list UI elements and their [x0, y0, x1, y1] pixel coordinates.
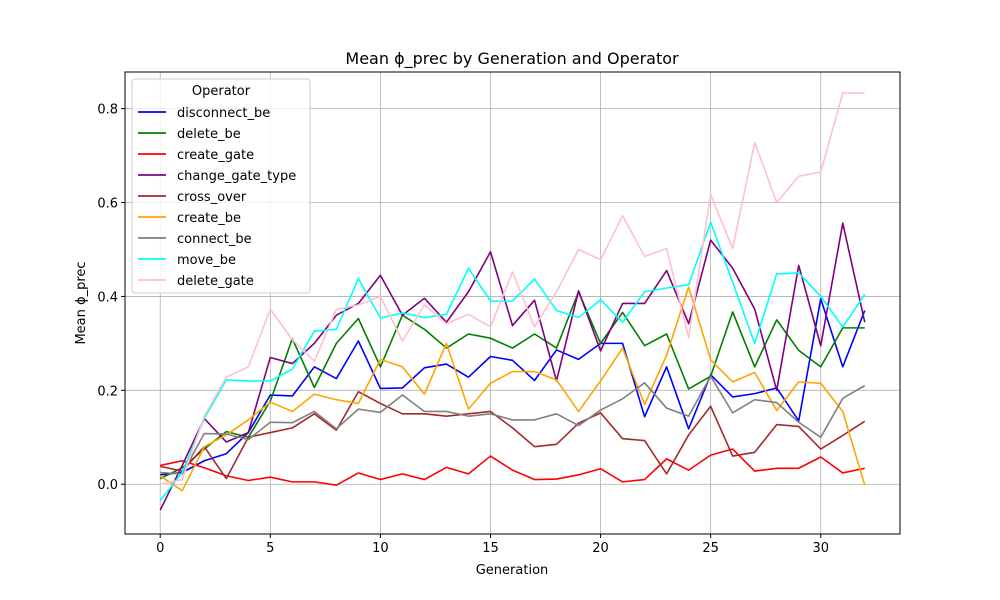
- x-axis-label: Generation: [476, 563, 549, 578]
- y-tick-label: 0.8: [97, 103, 118, 118]
- series-line-change-gate-type: [159, 222, 866, 511]
- y-tick-label: 0.0: [97, 478, 118, 493]
- y-axis: 0.0 0.2 0.4 0.6 0.8: [97, 103, 125, 493]
- plot-frame: [124, 71, 901, 535]
- series-line-create-gate: [160, 448, 865, 486]
- legend-items: disconnect_be delete_be create_gate change_…: [138, 106, 296, 289]
- x-tick-label: 0: [156, 541, 164, 556]
- x-tick-label: 5: [266, 541, 274, 556]
- y-tick-label: 0.4: [97, 290, 118, 305]
- legend: Operator disconnect_be delete_be create_ga…: [131, 78, 311, 294]
- legend-label-create-gate: create_gate: [177, 148, 254, 163]
- series-line-cross-over: [160, 390, 866, 480]
- x-tick-label: 20: [592, 541, 609, 556]
- grid: [125, 72, 900, 534]
- legend-label-disconnect-be: disconnect_be: [177, 106, 270, 121]
- legend-label-move-be: move_be: [177, 253, 236, 268]
- series-layer: [159, 92, 866, 511]
- x-tick-label: 10: [372, 541, 389, 556]
- y-tick-label: 0.2: [97, 384, 118, 399]
- series-line-move-be: [159, 221, 866, 502]
- legend-label-delete-be: delete_be: [177, 127, 241, 142]
- x-tick-label: 25: [702, 541, 719, 556]
- series-line-delete-gate: [160, 92, 865, 486]
- y-axis-label: Mean ϕ_prec: [74, 261, 89, 344]
- legend-title: Operator: [192, 84, 251, 99]
- x-tick-label: 30: [812, 541, 829, 556]
- series-line-delete-be: [159, 290, 865, 480]
- legend-label-change-gate-type: change_gate_type: [177, 169, 296, 184]
- legend-label-delete-gate: delete_gate: [177, 274, 254, 289]
- series-line-create-be: [159, 286, 866, 492]
- x-axis: 0 5 10 15 20 25 30: [156, 534, 829, 556]
- y-tick-label: 0.6: [97, 197, 118, 212]
- x-tick-label: 15: [482, 541, 499, 556]
- series-line-connect-be: [160, 375, 866, 475]
- legend-label-connect-be: connect_be: [177, 232, 252, 247]
- legend-label-cross-over: cross_over: [177, 190, 247, 205]
- chart-title: Mean ϕ_prec by Generation and Operator: [345, 49, 679, 69]
- series-line-disconnect-be: [160, 297, 866, 476]
- legend-box: [131, 78, 311, 294]
- legend-label-create-be: create_be: [177, 211, 241, 226]
